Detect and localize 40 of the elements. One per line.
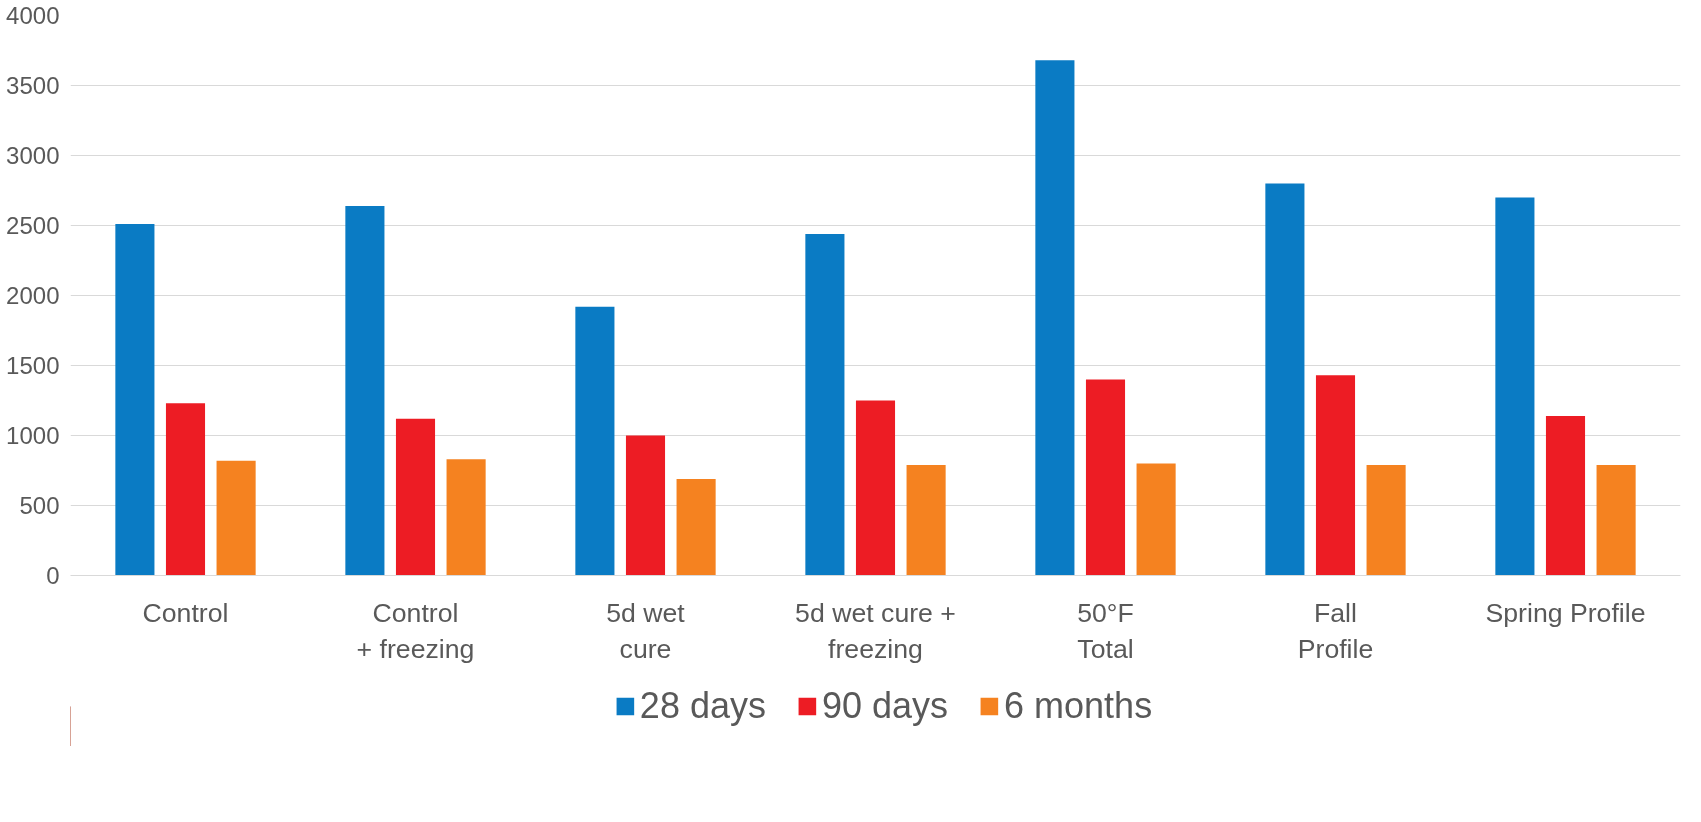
y-tick-label: 500 bbox=[19, 492, 60, 519]
bar bbox=[165, 403, 206, 576]
x-tick-label: 5d wet cure bbox=[606, 597, 686, 664]
bar bbox=[1315, 375, 1356, 576]
bar bbox=[115, 224, 155, 576]
x-tick-label: 5d wet cure + freezing bbox=[795, 597, 956, 664]
x-tick-label: Control + freezing bbox=[356, 597, 475, 664]
legend-label: 90 days bbox=[821, 685, 949, 727]
legend-label: 6 months bbox=[1004, 685, 1153, 727]
legend-label: 28 days bbox=[639, 685, 766, 727]
x-tick-label: Fall Profile bbox=[1297, 597, 1374, 664]
bar bbox=[1136, 463, 1176, 576]
y-tick-label: 3000 bbox=[6, 142, 60, 169]
bar bbox=[1035, 60, 1075, 576]
bar bbox=[1596, 464, 1636, 576]
bar bbox=[1366, 464, 1406, 576]
bar bbox=[855, 400, 896, 576]
bar bbox=[1085, 379, 1126, 576]
bar bbox=[395, 418, 436, 576]
y-tick-label: 1000 bbox=[6, 422, 60, 449]
bar bbox=[575, 306, 615, 576]
y-tick-label: 4000 bbox=[6, 2, 60, 29]
bar bbox=[216, 460, 256, 576]
y-tick-label: 2500 bbox=[6, 212, 60, 239]
y-tick-label: 2000 bbox=[6, 282, 60, 309]
x-tick-label: Control bbox=[142, 597, 229, 628]
bar bbox=[805, 233, 845, 576]
bar bbox=[1495, 197, 1535, 576]
bar bbox=[676, 478, 716, 576]
bar bbox=[625, 435, 666, 576]
y-tick-label: 0 bbox=[46, 562, 60, 589]
y-tick-label: 1500 bbox=[6, 352, 60, 379]
bar bbox=[1545, 415, 1586, 576]
y-tick-label: 3500 bbox=[6, 72, 60, 99]
bar bbox=[446, 459, 486, 576]
bar bbox=[345, 205, 385, 576]
bar bbox=[1265, 183, 1305, 576]
bar bbox=[906, 464, 946, 576]
x-tick-label: 50°F Total bbox=[1077, 597, 1134, 664]
x-tick-label: Spring Profile bbox=[1485, 597, 1646, 628]
